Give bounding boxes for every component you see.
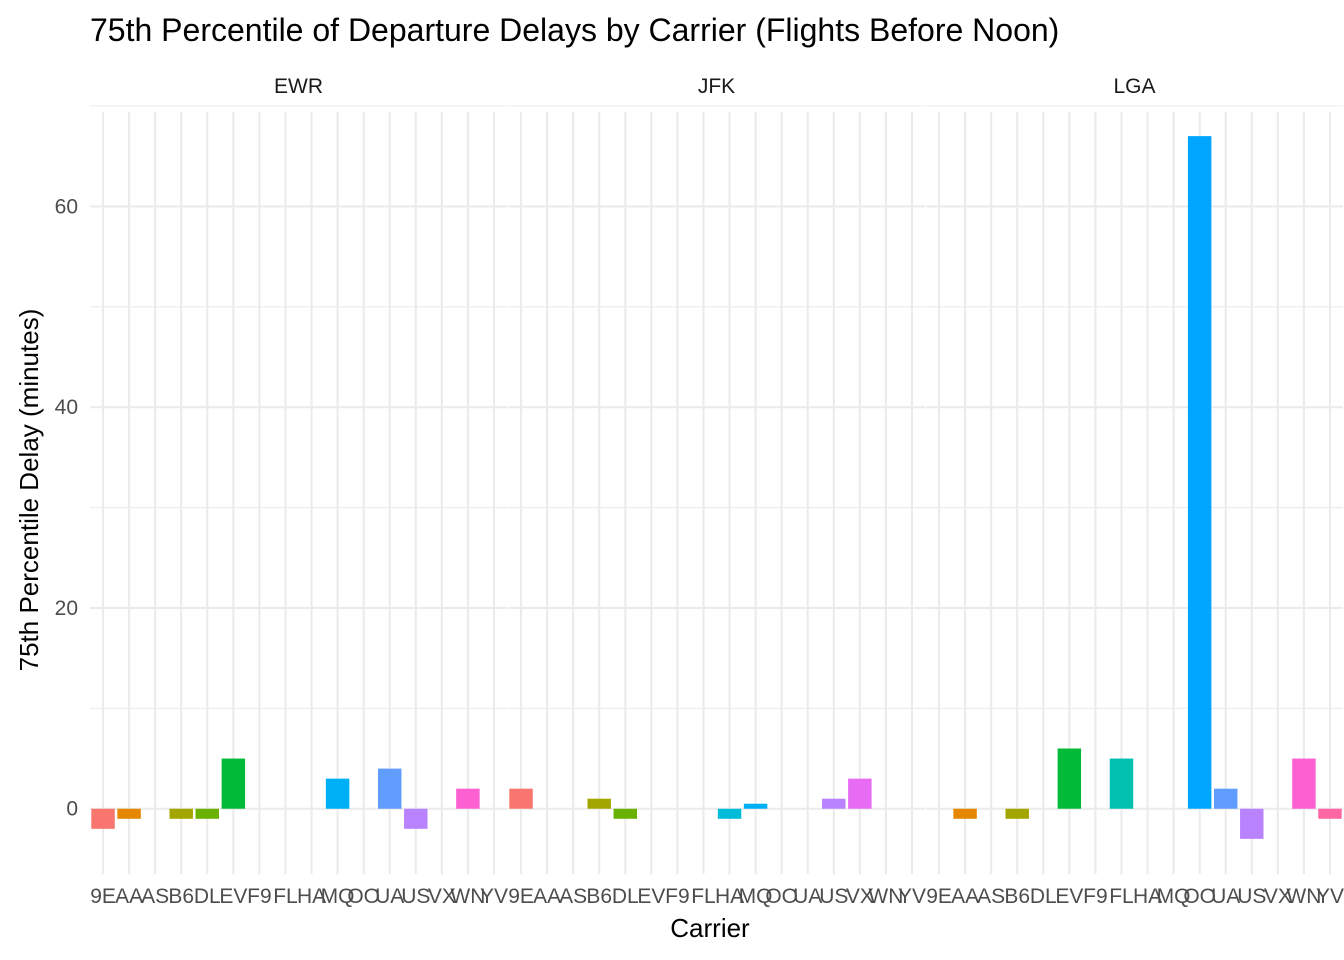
facet-strip-label: LGA [1113,75,1155,98]
x-tick-label: F9 [247,885,272,908]
x-tick-label: DL [612,885,639,908]
x-tick-label: MQ [321,885,355,908]
bar-9e [509,788,533,809]
bar-us [822,798,846,809]
y-tick-label: 20 [55,597,78,620]
x-axis-title: Carrier [670,913,750,943]
x-tick-label: HA [715,885,744,908]
bar-ua [1213,788,1238,809]
x-tick-label: DL [1030,885,1057,908]
bar-dl [195,808,220,819]
x-tick-label: EV [1055,885,1083,908]
y-tick-label: 0 [66,798,78,821]
bar-b6 [169,808,193,819]
x-tick-label: 9E [508,885,534,908]
x-tick-label: F9 [1083,885,1108,908]
bar-us [404,808,428,829]
x-tick-label: UA [375,885,404,908]
bar-mq [325,778,350,809]
x-tick-label: VX [1264,885,1292,908]
y-tick-label: 60 [55,195,78,218]
x-tick-label: HA [297,885,326,908]
bar-b6 [587,798,611,809]
bar-mq [743,803,768,809]
bar-fl [1109,758,1134,809]
x-tick-label: OO [765,885,798,908]
x-tick-label: AS [559,885,587,908]
x-tick-label: UA [793,885,822,908]
x-tick-label: US [401,885,430,908]
x-tick-label: WN [1286,885,1321,908]
x-tick-label: WN [450,885,485,908]
bar-b6 [1005,808,1029,819]
bar-dl [613,808,638,819]
x-tick-label: B6 [168,885,194,908]
x-tick-label: 9E [90,885,116,908]
y-tick-label: 40 [55,396,78,419]
bar-oo [1187,136,1212,809]
bar-ev [221,758,246,809]
bar-wn [456,788,480,809]
x-tick-label: US [1237,885,1266,908]
x-tick-label: YV [1316,885,1344,908]
x-tick-label: AA [951,885,979,908]
x-tick-label: B6 [1004,885,1030,908]
x-tick-label: YV [480,885,508,908]
x-tick-label: OO [1183,885,1216,908]
bar-aa [117,808,141,819]
x-tick-label: MQ [739,885,773,908]
x-tick-label: FL [1109,885,1134,908]
bar-us [1240,808,1264,839]
x-tick-label: FL [691,885,716,908]
x-tick-label: VX [428,885,456,908]
bar-ev [1057,748,1082,809]
x-tick-label: AA [533,885,561,908]
x-tick-label: AA [115,885,143,908]
facet-strip-label: EWR [274,75,323,98]
x-tick-label: F9 [665,885,690,908]
x-tick-label: WN [868,885,903,908]
x-tick-label: AS [141,885,169,908]
x-tick-label: B6 [586,885,612,908]
x-tick-label: OO [347,885,380,908]
x-tick-label: FL [273,885,298,908]
x-tick-label: MQ [1157,885,1191,908]
x-tick-label: UA [1211,885,1240,908]
x-tick-label: DL [194,885,221,908]
x-tick-label: 9E [926,885,952,908]
bar-ha [717,808,742,819]
x-tick-label: EV [219,885,247,908]
x-tick-label: US [819,885,848,908]
x-tick-label: YV [898,885,926,908]
bar-9e [91,808,115,829]
x-tick-label: HA [1133,885,1162,908]
bar-wn [1292,758,1316,809]
facet-strip-label: JFK [698,75,735,98]
bar-yv [1318,808,1342,819]
x-tick-label: VX [846,885,874,908]
y-axis-title: 75th Percentile Delay (minutes) [14,309,44,672]
bar-ua [377,768,402,809]
x-tick-label: AS [977,885,1005,908]
bar-vx [848,778,872,809]
bar-aa [953,808,977,819]
chart-title: 75th Percentile of Departure Delays by C… [90,12,1059,48]
x-tick-label: EV [637,885,665,908]
y-axis: 0 20 40 60 [55,195,78,820]
